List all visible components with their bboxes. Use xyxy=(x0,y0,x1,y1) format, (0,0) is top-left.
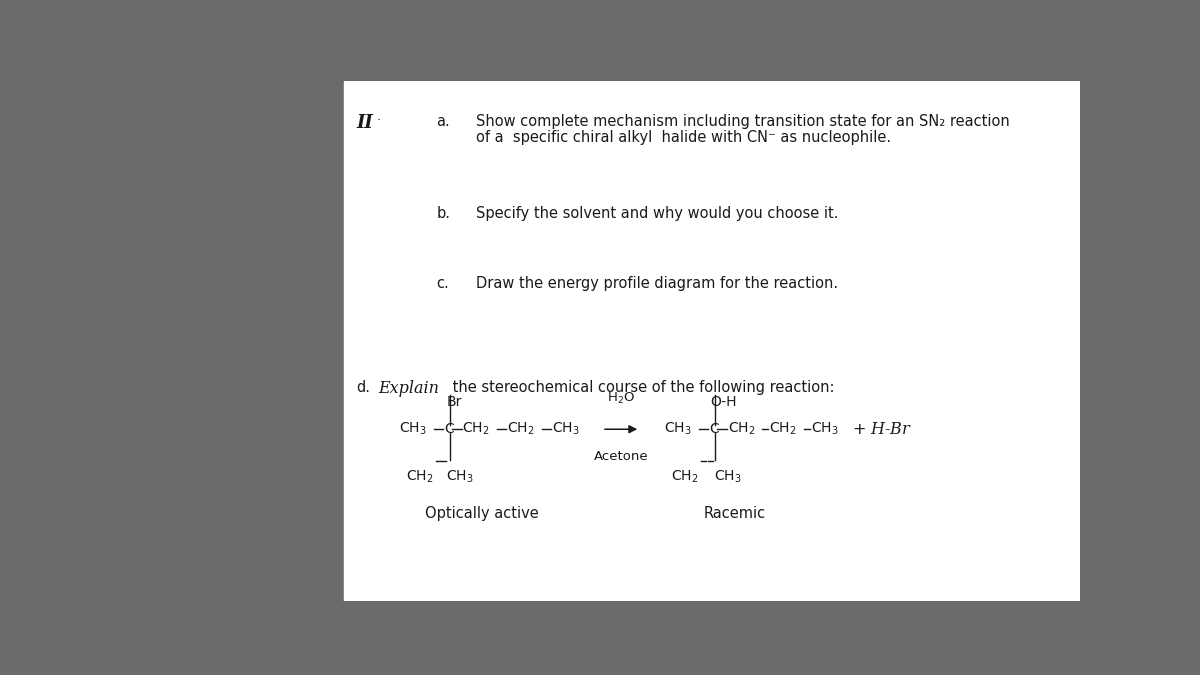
Text: CH$_3$: CH$_3$ xyxy=(665,421,692,437)
Text: CH$_3$: CH$_3$ xyxy=(714,468,742,485)
Text: CH$_2$: CH$_2$ xyxy=(671,468,698,485)
Text: Explain: Explain xyxy=(378,380,439,397)
Text: CH$_3$: CH$_3$ xyxy=(552,421,580,437)
Text: CH$_3$: CH$_3$ xyxy=(400,421,427,437)
Text: II: II xyxy=(356,114,373,132)
Text: Optically active: Optically active xyxy=(425,506,539,521)
Text: a.: a. xyxy=(437,114,450,129)
Text: ·: · xyxy=(377,114,380,127)
Text: $+$ H-Br: $+$ H-Br xyxy=(852,421,912,437)
Text: CH$_2$: CH$_2$ xyxy=(462,421,490,437)
Text: Acetone: Acetone xyxy=(594,450,648,463)
Text: CH$_2$: CH$_2$ xyxy=(769,421,797,437)
Text: the stereochemical course of the following reaction:: the stereochemical course of the followi… xyxy=(448,380,834,395)
Text: C: C xyxy=(444,423,454,436)
Text: CH$_2$: CH$_2$ xyxy=(406,468,433,485)
Text: of a  specific chiral alkyl  halide with CN⁻ as nucleophile.: of a specific chiral alkyl halide with C… xyxy=(475,130,890,145)
Text: CH$_3$: CH$_3$ xyxy=(811,421,839,437)
Text: O-H: O-H xyxy=(710,396,737,410)
Text: Show complete mechanism including transition state for an SN₂ reaction: Show complete mechanism including transi… xyxy=(475,114,1009,129)
Text: Racemic: Racemic xyxy=(703,506,766,521)
Text: d.: d. xyxy=(356,380,371,395)
Text: c.: c. xyxy=(437,276,449,291)
Text: b.: b. xyxy=(437,206,450,221)
FancyBboxPatch shape xyxy=(343,81,1080,601)
Text: H$_2$O: H$_2$O xyxy=(607,391,635,406)
Text: Br: Br xyxy=(446,396,462,410)
Text: C: C xyxy=(709,423,719,436)
Text: CH$_2$: CH$_2$ xyxy=(727,421,755,437)
Text: CH$_2$: CH$_2$ xyxy=(508,421,535,437)
Text: CH$_3$: CH$_3$ xyxy=(445,468,473,485)
Text: Specify the solvent and why would you choose it.: Specify the solvent and why would you ch… xyxy=(475,206,838,221)
Text: Draw the energy profile diagram for the reaction.: Draw the energy profile diagram for the … xyxy=(475,276,838,291)
